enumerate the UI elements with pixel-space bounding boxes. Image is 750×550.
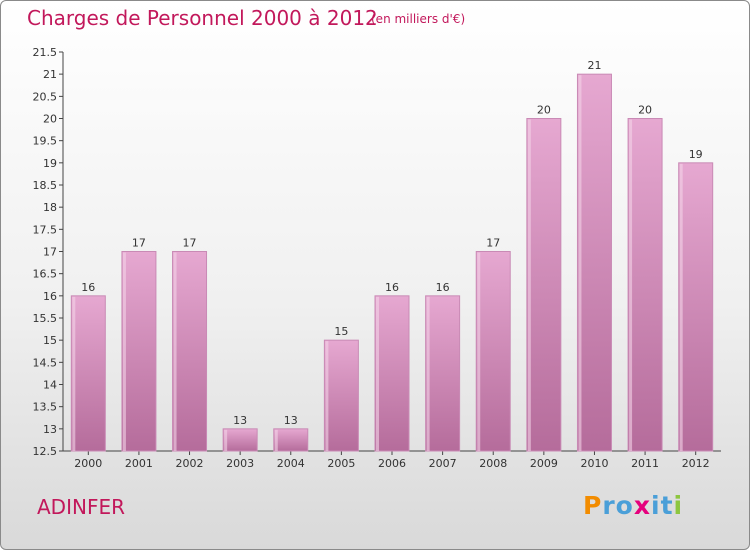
bar-value-label: 16 <box>436 281 450 294</box>
logo-letter: P <box>583 491 603 520</box>
y-tick-label: 20.5 <box>33 90 58 103</box>
bar <box>425 295 461 452</box>
bar-highlight <box>629 119 633 451</box>
bar-highlight <box>578 75 582 452</box>
bar-value-label: 21 <box>587 59 601 72</box>
y-tick-label: 17 <box>43 246 57 259</box>
x-tick-label: 2001 <box>125 457 153 470</box>
logo-letter: x <box>633 491 651 520</box>
y-tick-label: 18 <box>43 201 57 214</box>
y-tick-label: 21 <box>43 68 57 81</box>
bar <box>678 162 714 452</box>
y-tick-label: 21.5 <box>33 46 58 59</box>
bar-highlight <box>426 296 430 451</box>
y-tick-label: 13 <box>43 423 57 436</box>
x-tick-label: 2011 <box>631 457 659 470</box>
logo-letter: t <box>660 491 674 520</box>
logo-letter: i <box>651 491 661 520</box>
bar-highlight <box>325 341 329 451</box>
y-tick-label: 18.5 <box>33 179 58 192</box>
x-tick-label: 2005 <box>327 457 355 470</box>
bar <box>70 295 106 452</box>
proxiti-logo: Proxiti <box>583 491 683 520</box>
x-tick-label: 2009 <box>530 457 558 470</box>
bar-highlight <box>122 252 126 451</box>
bar-highlight <box>274 429 278 451</box>
bar <box>526 118 562 452</box>
x-tick-label: 2008 <box>479 457 507 470</box>
bar-value-label: 20 <box>537 104 551 117</box>
y-tick-label: 15 <box>43 334 57 347</box>
x-tick-label: 2006 <box>378 457 406 470</box>
chart-subtitle: (en milliers d'€) <box>371 12 466 26</box>
y-tick-label: 16 <box>43 290 57 303</box>
bar-value-label: 13 <box>284 414 298 427</box>
bar <box>374 295 410 452</box>
x-tick-label: 2003 <box>226 457 254 470</box>
bar-highlight <box>224 429 228 451</box>
bar-highlight <box>679 163 683 452</box>
bar-highlight <box>173 252 177 451</box>
y-tick-label: 12.5 <box>33 445 58 458</box>
logo-letter: o <box>615 491 634 520</box>
bar-value-label: 17 <box>486 237 500 250</box>
y-tick-label: 17.5 <box>33 223 58 236</box>
x-tick-label: 2007 <box>429 457 457 470</box>
bar-value-label: 19 <box>689 148 703 161</box>
bar <box>273 428 309 452</box>
commune-name: ADINFER <box>37 495 125 519</box>
bar-highlight <box>527 119 531 451</box>
x-tick-label: 2010 <box>580 457 608 470</box>
bar-value-label: 20 <box>638 104 652 117</box>
logo-letter: i <box>673 491 684 520</box>
bar-value-label: 17 <box>132 237 146 250</box>
chart-title: Charges de Personnel 2000 à 2012 <box>27 6 378 30</box>
y-tick-label: 19 <box>43 157 57 170</box>
bar-value-label: 17 <box>183 237 197 250</box>
y-tick-label: 14 <box>43 379 57 392</box>
y-tick-label: 20 <box>43 113 57 126</box>
bar-value-label: 16 <box>385 281 399 294</box>
bar <box>475 251 511 452</box>
bar-highlight <box>376 296 379 451</box>
y-tick-label: 15.5 <box>33 312 58 325</box>
bar-value-label: 13 <box>233 414 247 427</box>
bar <box>172 251 208 452</box>
bar <box>121 251 157 452</box>
bar-highlight <box>72 296 76 451</box>
bar-value-label: 16 <box>81 281 95 294</box>
bar-value-label: 15 <box>334 325 348 338</box>
x-tick-label: 2004 <box>277 457 305 470</box>
y-tick-label: 19.5 <box>33 135 58 148</box>
bar-highlight <box>477 252 481 451</box>
y-tick-label: 16.5 <box>33 268 58 281</box>
x-tick-label: 2000 <box>74 457 102 470</box>
bar <box>323 339 359 452</box>
y-tick-label: 14.5 <box>33 356 58 369</box>
x-tick-label: 2012 <box>682 457 710 470</box>
bar <box>222 428 258 452</box>
bar <box>576 73 612 452</box>
bar <box>627 118 663 452</box>
x-tick-label: 2002 <box>176 457 204 470</box>
logo-letter: r <box>602 491 616 520</box>
y-tick-label: 13.5 <box>33 401 58 414</box>
